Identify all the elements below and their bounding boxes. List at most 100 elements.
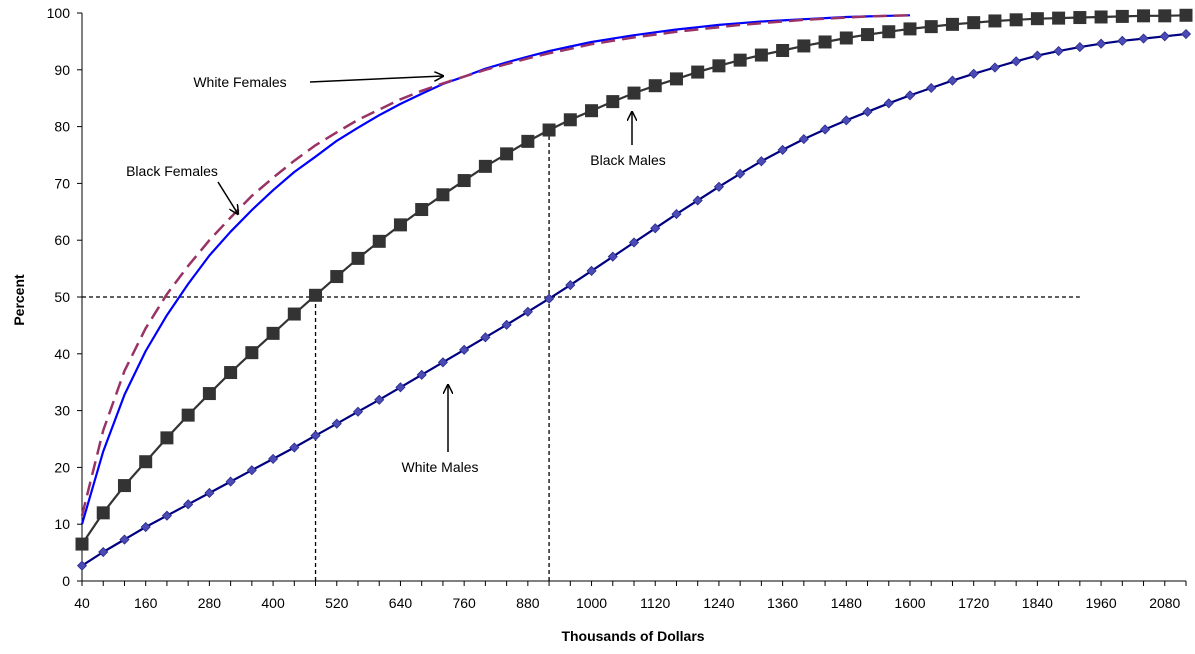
- x-tick-label: 520: [325, 595, 349, 611]
- data-point: [1138, 33, 1149, 44]
- data-point: [607, 251, 618, 262]
- data-point: [945, 17, 959, 31]
- data-point: [691, 65, 705, 79]
- data-point: [522, 306, 533, 317]
- data-point: [650, 223, 661, 234]
- data-point: [1094, 10, 1108, 24]
- x-axis: 40 160 280 400 520 640 760 880 1000 1120 1240 1360 1…: [74, 581, 1187, 611]
- data-point: [1053, 45, 1064, 57]
- data-point: [841, 115, 852, 126]
- y-tick-label: 50: [54, 289, 70, 305]
- data-point: [139, 455, 153, 469]
- data-point: [756, 156, 767, 167]
- data-point: [436, 188, 450, 202]
- data-point: [1159, 31, 1170, 42]
- data-point: [733, 53, 747, 67]
- y-axis-title: Percent: [11, 274, 27, 326]
- x-tick-label: 1720: [958, 595, 989, 611]
- annotations: White Females Black Females Black Males Whi…: [126, 74, 666, 475]
- x-tick-label: 1960: [1085, 595, 1116, 611]
- data-point: [245, 346, 259, 360]
- annotation-black-females: Black Females: [126, 163, 238, 214]
- data-point: [289, 442, 300, 453]
- data-point: [183, 499, 194, 510]
- y-tick-label: 70: [54, 175, 70, 191]
- y-tick-label: 30: [54, 403, 70, 419]
- data-point: [119, 534, 130, 545]
- data-point: [862, 106, 873, 117]
- x-tick-label: 280: [198, 595, 222, 611]
- data-point: [586, 265, 597, 276]
- x-tick-label: 1600: [894, 595, 925, 611]
- data-point: [544, 293, 555, 304]
- data-point: [627, 86, 641, 100]
- data-point: [331, 418, 342, 429]
- x-tick-label: 1000: [576, 595, 607, 611]
- data-point: [861, 28, 875, 42]
- data-point: [606, 95, 620, 109]
- data-point: [1180, 28, 1192, 40]
- data-point: [160, 431, 174, 445]
- data-point: [754, 48, 768, 62]
- data-point: [967, 16, 981, 30]
- data-point: [98, 546, 109, 558]
- data-point: [500, 147, 514, 161]
- x-tick-label: 40: [74, 595, 90, 611]
- data-point: [202, 387, 216, 401]
- data-point: [648, 79, 662, 93]
- data-point: [140, 521, 151, 533]
- annotation-white-females: White Females: [193, 74, 443, 90]
- data-point: [181, 408, 195, 422]
- data-point: [478, 159, 492, 173]
- series-black-females: [80, 14, 911, 517]
- data-point: [459, 344, 470, 355]
- data-point: [1032, 50, 1043, 61]
- x-tick-label: 640: [389, 595, 413, 611]
- y-tick-label: 10: [54, 516, 70, 532]
- data-point: [839, 31, 853, 45]
- data-point: [352, 406, 364, 417]
- data-point: [692, 195, 703, 206]
- x-tick-label: 1360: [767, 595, 798, 611]
- data-point: [565, 280, 576, 291]
- data-point: [903, 22, 917, 36]
- data-point: [947, 75, 958, 86]
- data-point: [1074, 42, 1085, 53]
- data-point: [161, 510, 172, 521]
- y-tick-label: 80: [54, 119, 70, 135]
- data-point: [1117, 35, 1128, 46]
- data-point: [1011, 56, 1022, 67]
- data-point: [542, 123, 556, 137]
- series-black-males: [75, 8, 1193, 551]
- data-point: [989, 62, 1000, 73]
- data-point: [798, 134, 809, 145]
- data-point: [671, 209, 682, 220]
- reference-lines: [82, 132, 1080, 581]
- data-point: [1115, 9, 1129, 23]
- x-tick-label: 1840: [1022, 595, 1053, 611]
- x-tick-label: 160: [134, 595, 158, 611]
- data-point: [818, 35, 832, 49]
- y-tick-label: 0: [62, 573, 70, 589]
- data-point: [1009, 13, 1023, 27]
- x-axis-title: Thousands of Dollars: [561, 628, 704, 644]
- data-point: [309, 288, 323, 302]
- data-point: [480, 332, 491, 343]
- series-white-males: [76, 28, 1192, 571]
- annotation-label: White Females: [193, 74, 286, 90]
- y-axis: 0 10 20 30 40 50 60 70 80 90 100: [47, 5, 82, 589]
- data-point: [246, 465, 257, 476]
- data-point: [268, 453, 279, 464]
- data-point: [883, 98, 894, 109]
- data-point: [117, 479, 131, 493]
- annotation-white-males: White Males: [401, 385, 479, 475]
- data-point: [585, 104, 599, 118]
- data-point: [76, 560, 88, 571]
- data-point: [1073, 11, 1087, 25]
- data-point: [882, 25, 896, 39]
- data-point: [1052, 11, 1066, 25]
- y-tick-label: 40: [54, 346, 70, 362]
- data-point: [75, 537, 89, 551]
- data-point: [926, 82, 937, 94]
